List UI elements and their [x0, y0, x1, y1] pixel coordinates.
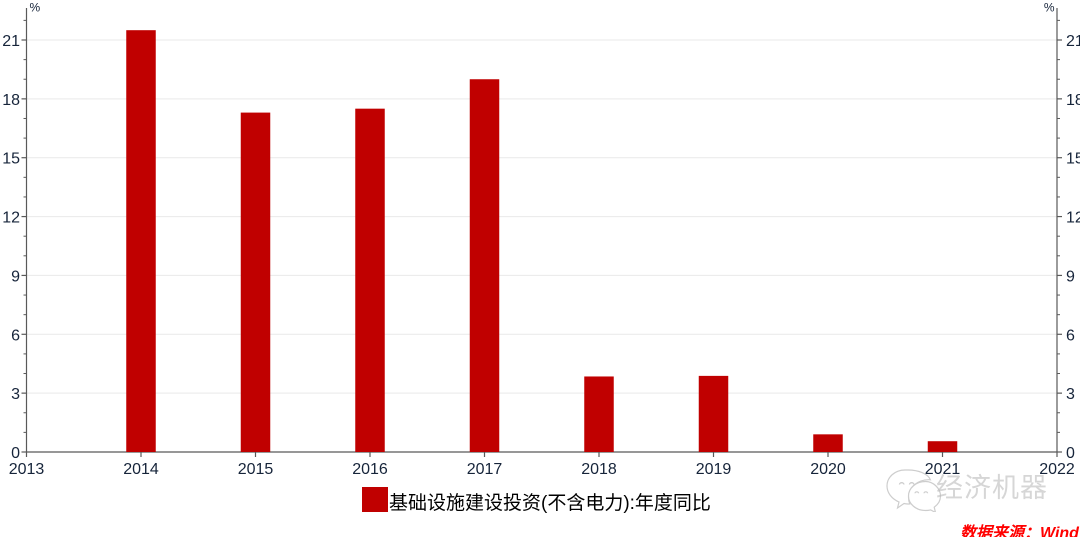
svg-text:12: 12 — [1066, 210, 1080, 227]
svg-text:12: 12 — [2, 210, 20, 227]
svg-text:18: 18 — [1066, 92, 1080, 109]
svg-text:18: 18 — [2, 92, 20, 109]
svg-text:2016: 2016 — [352, 461, 388, 478]
svg-text:2019: 2019 — [696, 461, 732, 478]
svg-text:15: 15 — [2, 151, 20, 168]
svg-text:3: 3 — [1066, 386, 1075, 403]
svg-text:2013: 2013 — [9, 461, 45, 478]
svg-text:2015: 2015 — [238, 461, 274, 478]
svg-text:3: 3 — [11, 386, 20, 403]
svg-text:6: 6 — [1066, 327, 1075, 344]
svg-text:9: 9 — [11, 268, 20, 285]
svg-text:0: 0 — [11, 445, 20, 462]
svg-text:2020: 2020 — [810, 461, 846, 478]
svg-text:%: % — [1044, 1, 1055, 15]
svg-text:0: 0 — [1066, 445, 1075, 462]
svg-text:21: 21 — [1066, 33, 1080, 50]
svg-text:2014: 2014 — [123, 461, 159, 478]
svg-text:9: 9 — [1066, 268, 1075, 285]
svg-text:15: 15 — [1066, 151, 1080, 168]
svg-text:2017: 2017 — [467, 461, 503, 478]
svg-text:2018: 2018 — [581, 461, 617, 478]
svg-text:%: % — [30, 1, 41, 15]
svg-text:21: 21 — [2, 33, 20, 50]
svg-text:6: 6 — [11, 327, 20, 344]
